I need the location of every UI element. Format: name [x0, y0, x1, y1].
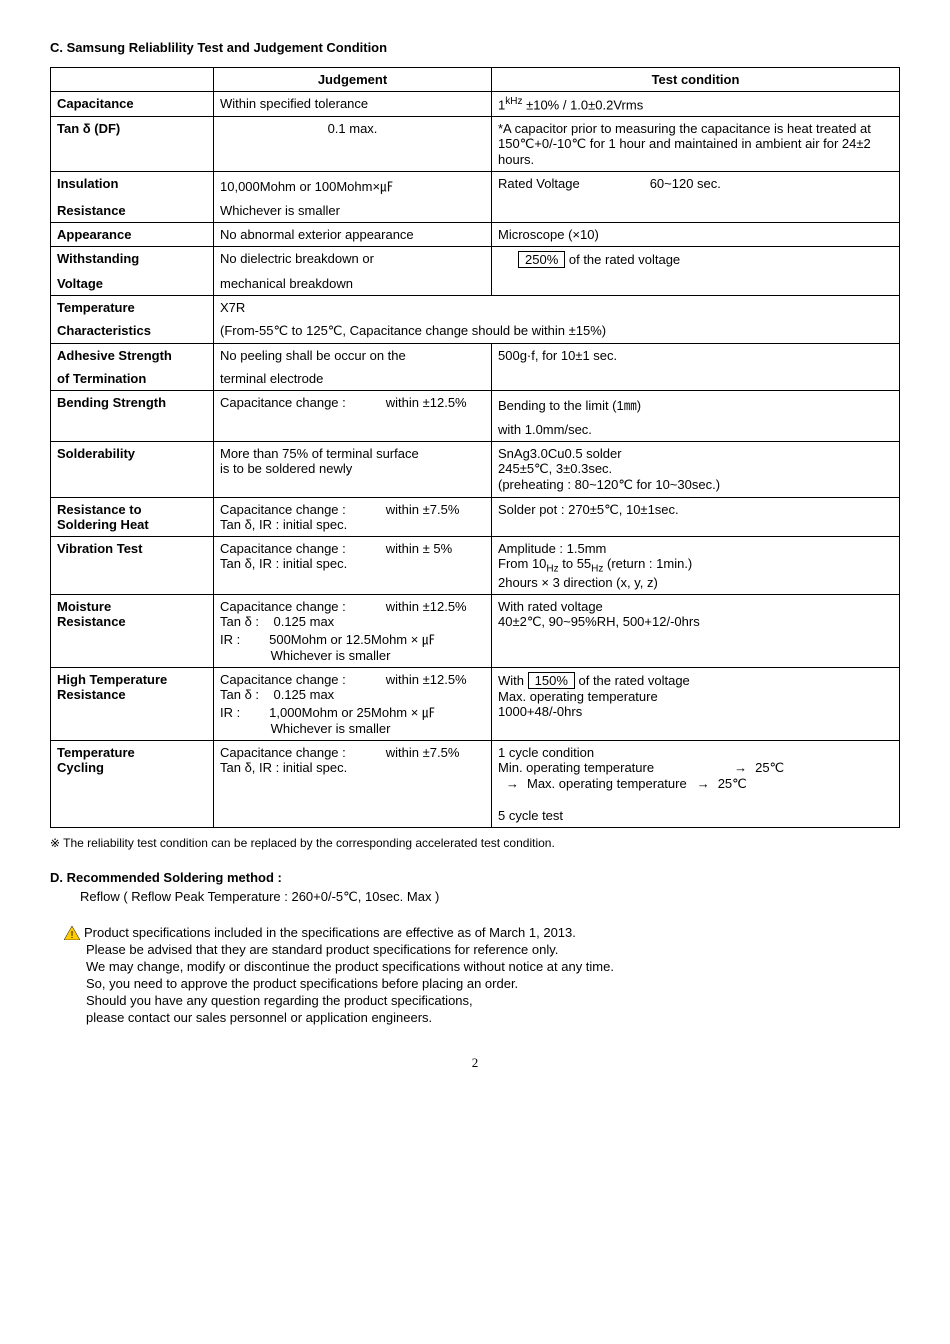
disclaimer: ! Product specifications included in the…	[64, 925, 900, 1026]
footnote: ※ The reliability test condition can be …	[50, 836, 900, 850]
insulation-condition2	[492, 199, 900, 223]
tempcycling-judgement: Capacitance change :within ±7.5% Tan δ, …	[214, 740, 492, 827]
tempcycling-condition: 1 cycle condition Min. operating tempera…	[492, 740, 900, 827]
moisture-condition: With rated voltage 40±2℃, 90~95%RH, 500+…	[492, 594, 900, 667]
svg-text:!: !	[71, 930, 74, 940]
bending-condition1: Bending to the limit (1㎜)	[492, 391, 900, 419]
appearance-judgement: No abnormal exterior appearance	[214, 223, 492, 247]
moisture-judgement: Capacitance change :within ±12.5% Tan δ …	[214, 594, 492, 667]
hightemp-judgement: Capacitance change :within ±12.5% Tan δ …	[214, 667, 492, 740]
adhesive-label2: of Termination	[51, 367, 214, 391]
header-judgement: Judgement	[214, 68, 492, 92]
insulation-condition1: Rated Voltage60~120 sec.	[492, 172, 900, 200]
hightemp-label: High Temperature Resistance	[51, 667, 214, 740]
withstanding-judgement2: mechanical breakdown	[214, 272, 492, 296]
header-blank	[51, 68, 214, 92]
bending-condition2: with 1.0mm/sec.	[492, 418, 900, 442]
tandf-judgement: 0.1 max.	[214, 117, 492, 172]
capacitance-label: Capacitance	[51, 92, 214, 117]
moisture-label: Moisture Resistance	[51, 594, 214, 667]
tandf-label: Tan δ (DF)	[51, 117, 214, 172]
bending-judgement: Capacitance change :within ±12.5%	[214, 391, 492, 442]
tempchar-judgement1: X7R	[214, 296, 900, 320]
vibration-condition: Amplitude : 1.5mm From 10Hz to 55Hz (ret…	[492, 537, 900, 595]
bending-label: Bending Strength	[51, 391, 214, 442]
reliability-table: Judgement Test condition Capacitance Wit…	[50, 67, 900, 828]
solderability-judgement: More than 75% of terminal surface is to …	[214, 442, 492, 498]
resistheat-condition: Solder pot : 270±5℃, 10±1sec.	[492, 498, 900, 537]
tempcycling-label: Temperature Cycling	[51, 740, 214, 827]
vibration-judgement: Capacitance change :within ± 5% Tan δ, I…	[214, 537, 492, 595]
adhesive-condition1: 500g·f, for 10±1 sec.	[492, 344, 900, 368]
tempchar-judgement2: (From-55℃ to 125℃, Capacitance change sh…	[214, 319, 900, 344]
adhesive-condition2	[492, 367, 900, 391]
adhesive-judgement1: No peeling shall be occur on the	[214, 344, 492, 368]
hightemp-condition: With 150% of the rated voltage Max. oper…	[492, 667, 900, 740]
withstanding-condition1: 250% of the rated voltage	[492, 247, 900, 273]
tandf-condition: *A capacitor prior to measuring the capa…	[492, 117, 900, 172]
adhesive-label1: Adhesive Strength	[51, 344, 214, 368]
solderability-condition: SnAg3.0Cu0.5 solder 245±5℃, 3±0.3sec. (p…	[492, 442, 900, 498]
solderability-label: Solderability	[51, 442, 214, 498]
appearance-label: Appearance	[51, 223, 214, 247]
insulation-judgement1: 10,000Mohm or 100Mohm×㎌	[214, 172, 492, 200]
capacitance-condition: 1kHz ±10% / 1.0±0.2Vrms	[492, 92, 900, 117]
header-condition: Test condition	[492, 68, 900, 92]
appearance-condition: Microscope (×10)	[492, 223, 900, 247]
adhesive-judgement2: terminal electrode	[214, 367, 492, 391]
warning-icon: !	[64, 926, 80, 940]
resistheat-judgement: Capacitance change :within ±7.5% Tan δ, …	[214, 498, 492, 537]
section-d-content: Reflow ( Reflow Peak Temperature : 260+0…	[80, 889, 900, 905]
insulation-label1: Insulation	[51, 172, 214, 200]
insulation-judgement2: Whichever is smaller	[214, 199, 492, 223]
withstanding-label2: Voltage	[51, 272, 214, 296]
withstanding-label1: Withstanding	[51, 247, 214, 273]
page-number: 2	[50, 1055, 900, 1071]
withstanding-judgement1: No dielectric breakdown or	[214, 247, 492, 273]
capacitance-judgement: Within specified tolerance	[214, 92, 492, 117]
insulation-label2: Resistance	[51, 199, 214, 223]
tempchar-label1: Temperature	[51, 296, 214, 320]
withstanding-condition2	[492, 272, 900, 296]
section-c-title: C. Samsung Reliablility Test and Judgeme…	[50, 40, 900, 55]
vibration-label: Vibration Test	[51, 537, 214, 595]
tempchar-label2: Characteristics	[51, 319, 214, 344]
section-d-title: D. Recommended Soldering method :	[50, 870, 900, 885]
resistheat-label: Resistance to Soldering Heat	[51, 498, 214, 537]
